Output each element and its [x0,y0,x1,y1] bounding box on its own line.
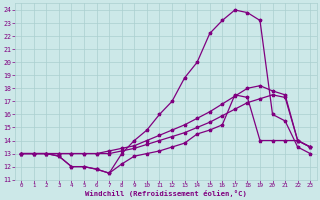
X-axis label: Windchill (Refroidissement éolien,°C): Windchill (Refroidissement éolien,°C) [85,190,247,197]
